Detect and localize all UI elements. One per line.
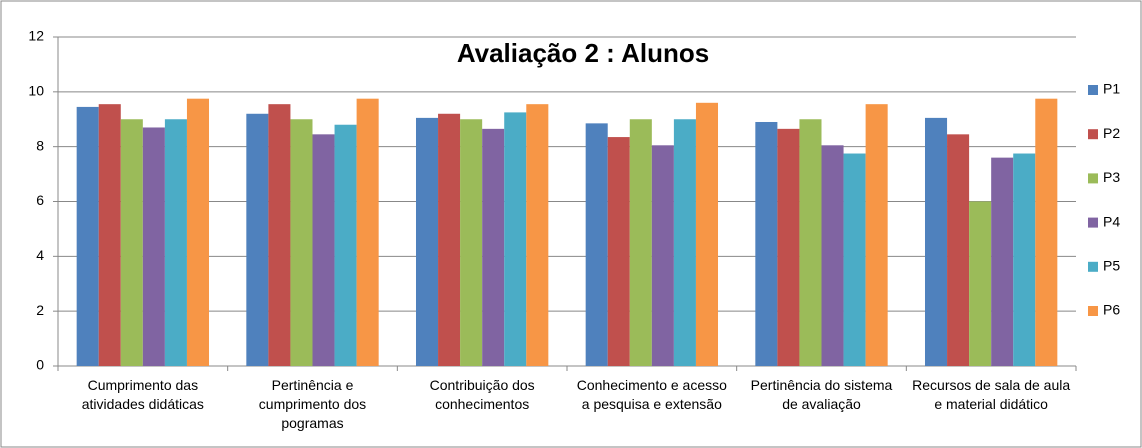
bar [312, 134, 335, 366]
bar [585, 123, 608, 366]
bar [924, 117, 948, 366]
bar [438, 113, 461, 367]
bar [268, 104, 291, 366]
bar [755, 121, 778, 366]
bar [120, 119, 143, 366]
bar [164, 119, 187, 366]
bar [356, 98, 379, 366]
chart-title: Avaliação 2 : Alunos [457, 38, 709, 68]
x-tick-label: Pertinência do sistema de avaliação [750, 377, 893, 412]
bar [821, 145, 844, 366]
bar [799, 119, 822, 366]
bar [76, 106, 99, 366]
bar [777, 128, 800, 366]
bar [186, 98, 210, 366]
y-tick-label: 8 [36, 137, 44, 153]
x-tick-label: Contribuição dos conhecimentos [429, 377, 535, 412]
bar [504, 112, 527, 366]
bar [629, 119, 652, 366]
bar [142, 127, 165, 366]
bar [865, 104, 888, 366]
bar [482, 128, 505, 366]
x-tick-label: Cumprimento das atividades didáticas [81, 377, 204, 412]
bar [969, 201, 992, 366]
bar [334, 124, 357, 366]
y-tick-label: 0 [36, 357, 44, 373]
bar [290, 119, 313, 366]
bar [98, 104, 121, 366]
bar [651, 145, 674, 366]
bar [526, 104, 549, 366]
legend-label: P1 [1103, 81, 1120, 97]
bar [843, 153, 866, 366]
legend-swatch [1088, 306, 1098, 316]
bar [1013, 153, 1036, 366]
legend-swatch [1088, 261, 1098, 272]
y-tick-label: 2 [36, 302, 44, 318]
bar [1035, 98, 1058, 366]
bar [246, 113, 269, 367]
y-tick-label: 10 [28, 83, 44, 99]
bar [673, 119, 696, 366]
bar [991, 157, 1014, 366]
legend-swatch [1088, 173, 1098, 184]
legend-swatch [1088, 85, 1098, 95]
legend-label: P4 [1103, 213, 1120, 229]
bar [460, 119, 483, 366]
bar [695, 102, 719, 367]
y-tick-label: 6 [36, 192, 44, 208]
bar [607, 137, 630, 366]
x-tick-label: Pertinência e cumprimento dos pogramas [258, 377, 367, 431]
legend-swatch [1088, 129, 1098, 140]
legend-label: P6 [1103, 302, 1120, 318]
y-tick-label: 4 [36, 247, 44, 263]
bar [947, 134, 970, 366]
x-tick-label: Recursos de sala de aula e material didá… [912, 377, 1071, 412]
legend-label: P5 [1103, 258, 1120, 274]
bar [415, 117, 439, 366]
legend-label: P3 [1103, 169, 1120, 185]
legend-label: P2 [1103, 125, 1120, 141]
y-tick-label: 12 [28, 28, 44, 44]
x-tick-label: Conhecimento e acesso a pesquisa e exten… [576, 377, 727, 412]
legend-swatch [1088, 217, 1098, 228]
